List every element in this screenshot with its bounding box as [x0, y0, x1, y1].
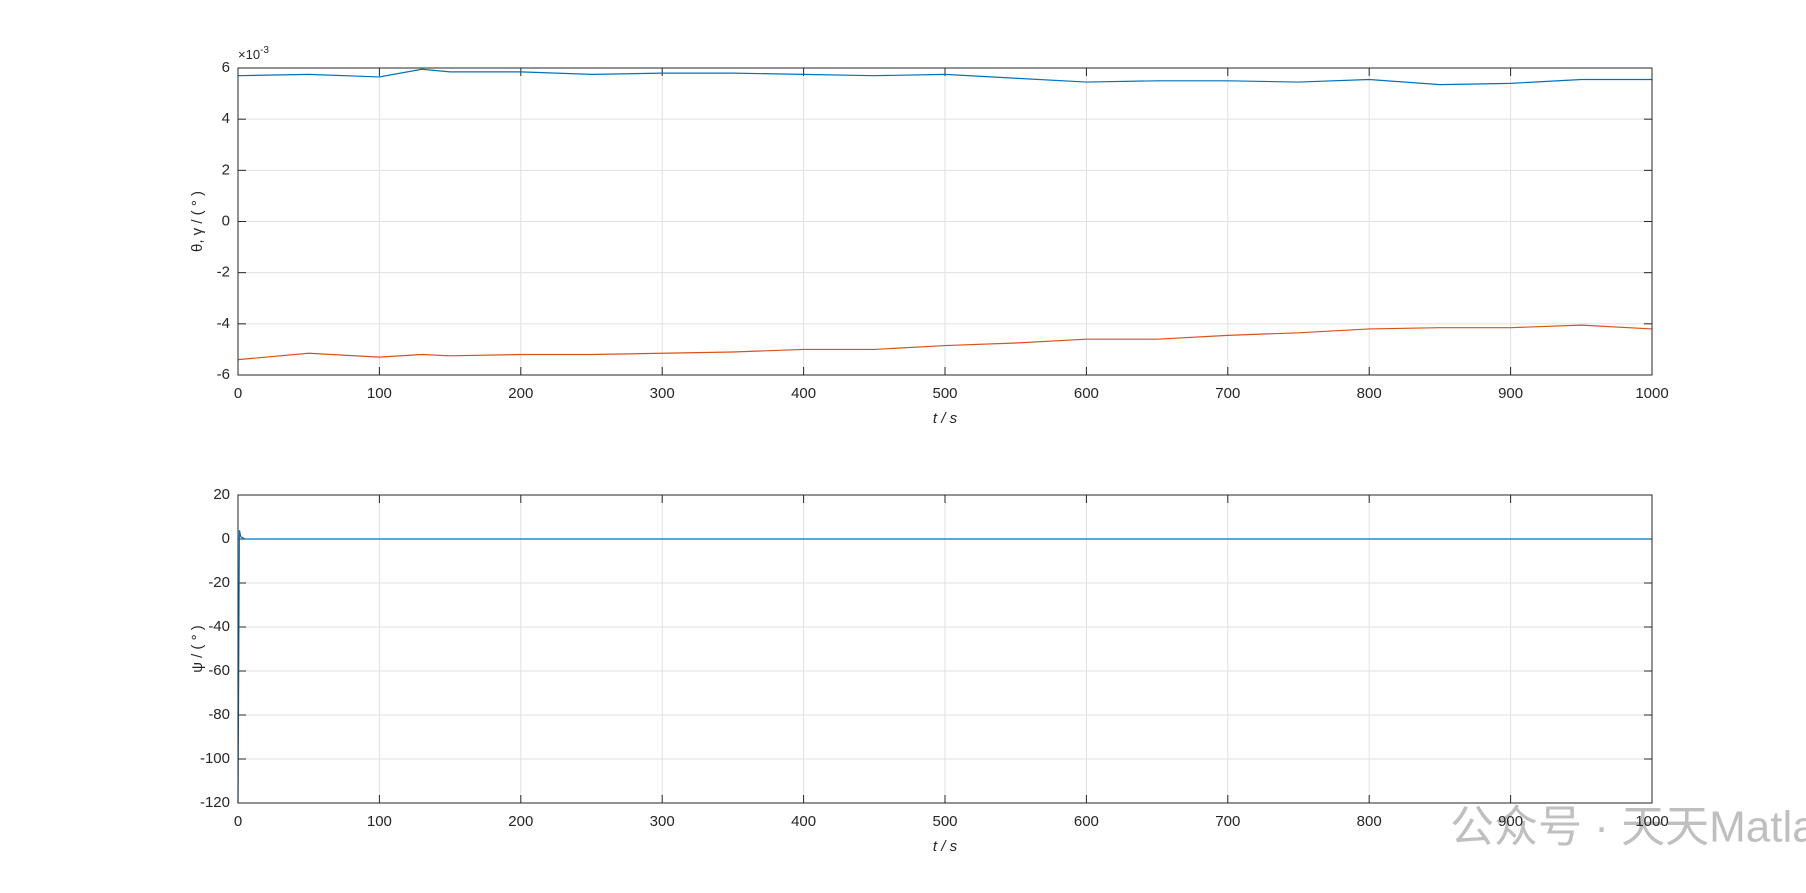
- x-tick-label: 0: [234, 385, 242, 402]
- x-tick-label: 200: [508, 385, 533, 402]
- x-tick-label: 600: [1074, 813, 1099, 830]
- y-tick-label: 0: [222, 530, 230, 547]
- x-tick-label: 700: [1215, 813, 1240, 830]
- y-tick-label: 20: [213, 486, 230, 503]
- x-tick-label: 400: [791, 385, 816, 402]
- x-tick-label: 100: [367, 385, 392, 402]
- y-tick-label: -40: [208, 618, 230, 635]
- y-tick-label: -4: [217, 315, 230, 332]
- x-tick-label: 1000: [1635, 813, 1668, 830]
- x-tick-label: 100: [367, 813, 392, 830]
- axes-box: [237, 67, 1653, 376]
- x-tick-label: 900: [1498, 813, 1523, 830]
- y-tick-label: 0: [222, 212, 230, 229]
- axes: 0 100 200 300 400 500 600 700 800 900 1000-120-100…: [189, 486, 1669, 855]
- y-axis-label: ψ / ( ° ): [189, 625, 206, 673]
- watermark: 公众号 · 天天Matlab: [1450, 803, 1806, 852]
- y-tick-label: 6: [222, 59, 230, 76]
- y-tick-label: -120: [200, 794, 230, 811]
- y-multiplier: ×10-3: [238, 45, 269, 63]
- x-tick-label: 1000: [1635, 385, 1668, 402]
- x-tick-label: 700: [1215, 385, 1240, 402]
- y-tick-label: 4: [222, 110, 230, 127]
- x-tick-label: 0: [234, 813, 242, 830]
- data-line: [237, 324, 1653, 361]
- data-line: [237, 530, 1652, 804]
- y-tick-label: -2: [217, 264, 230, 281]
- axes: 0 100 200 300 400 500 600 700 800 900 1000 -6 -4 -2 0 2…: [189, 45, 1669, 427]
- x-tick-label: 200: [508, 813, 533, 830]
- x-tick-label: 400: [791, 813, 816, 830]
- x-axis-label: t / s: [933, 410, 958, 427]
- y-tick-label: 2: [222, 161, 230, 178]
- x-tick-label: 900: [1498, 385, 1523, 402]
- y-tick-label: -100: [200, 750, 230, 767]
- x-tick-label: 300: [650, 385, 675, 402]
- data-line: [237, 68, 1652, 86]
- x-tick-label: 800: [1357, 385, 1382, 402]
- multiplier-base: ×10: [238, 47, 260, 62]
- x-tick-label: 500: [932, 385, 957, 402]
- x-tick-label: 500: [932, 813, 957, 830]
- y-tick-label: -60: [208, 662, 230, 679]
- y-tick-label: -80: [208, 706, 230, 723]
- x-tick-label: 800: [1357, 813, 1382, 830]
- x-axis-label: t / s: [933, 838, 958, 855]
- multiplier-power: -3: [260, 45, 269, 56]
- x-tick-label: 300: [650, 813, 675, 830]
- x-tick-label: 600: [1074, 385, 1099, 402]
- y-tick-label: -20: [208, 574, 230, 591]
- axes-box: [237, 494, 1653, 804]
- y-axis-label: θ, γ / ( ° ): [189, 191, 206, 252]
- y-tick-label: -6: [217, 366, 230, 383]
